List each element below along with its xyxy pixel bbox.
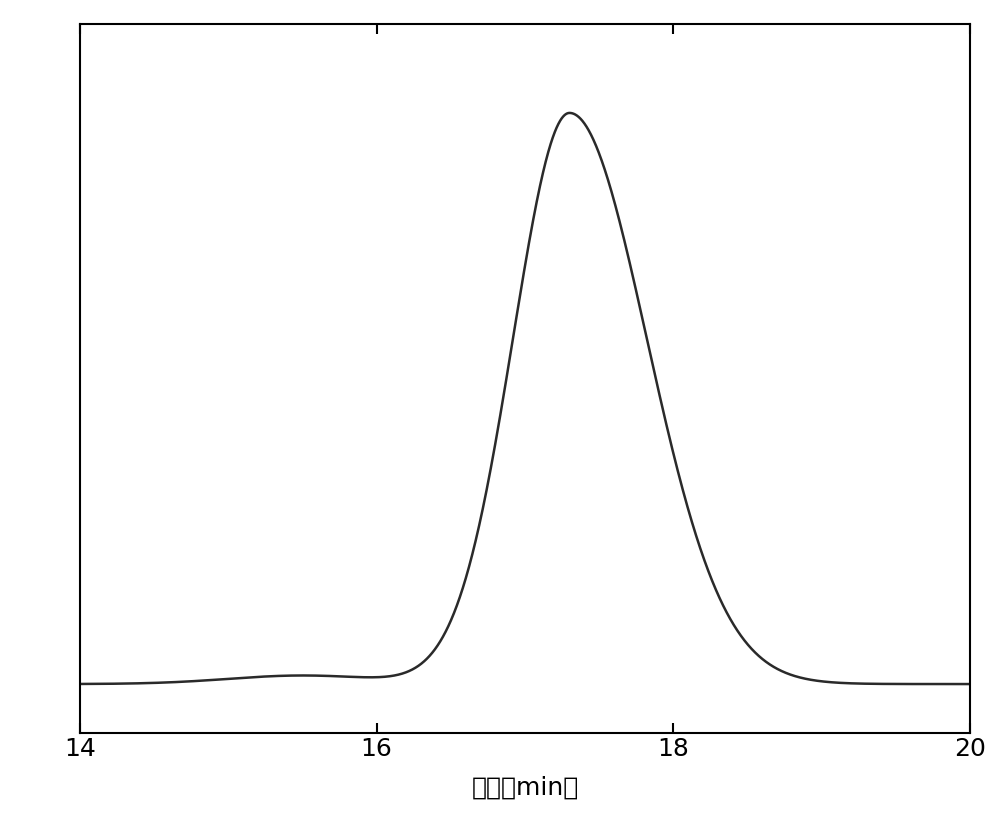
X-axis label: 时间（min）: 时间（min） [471,776,579,799]
